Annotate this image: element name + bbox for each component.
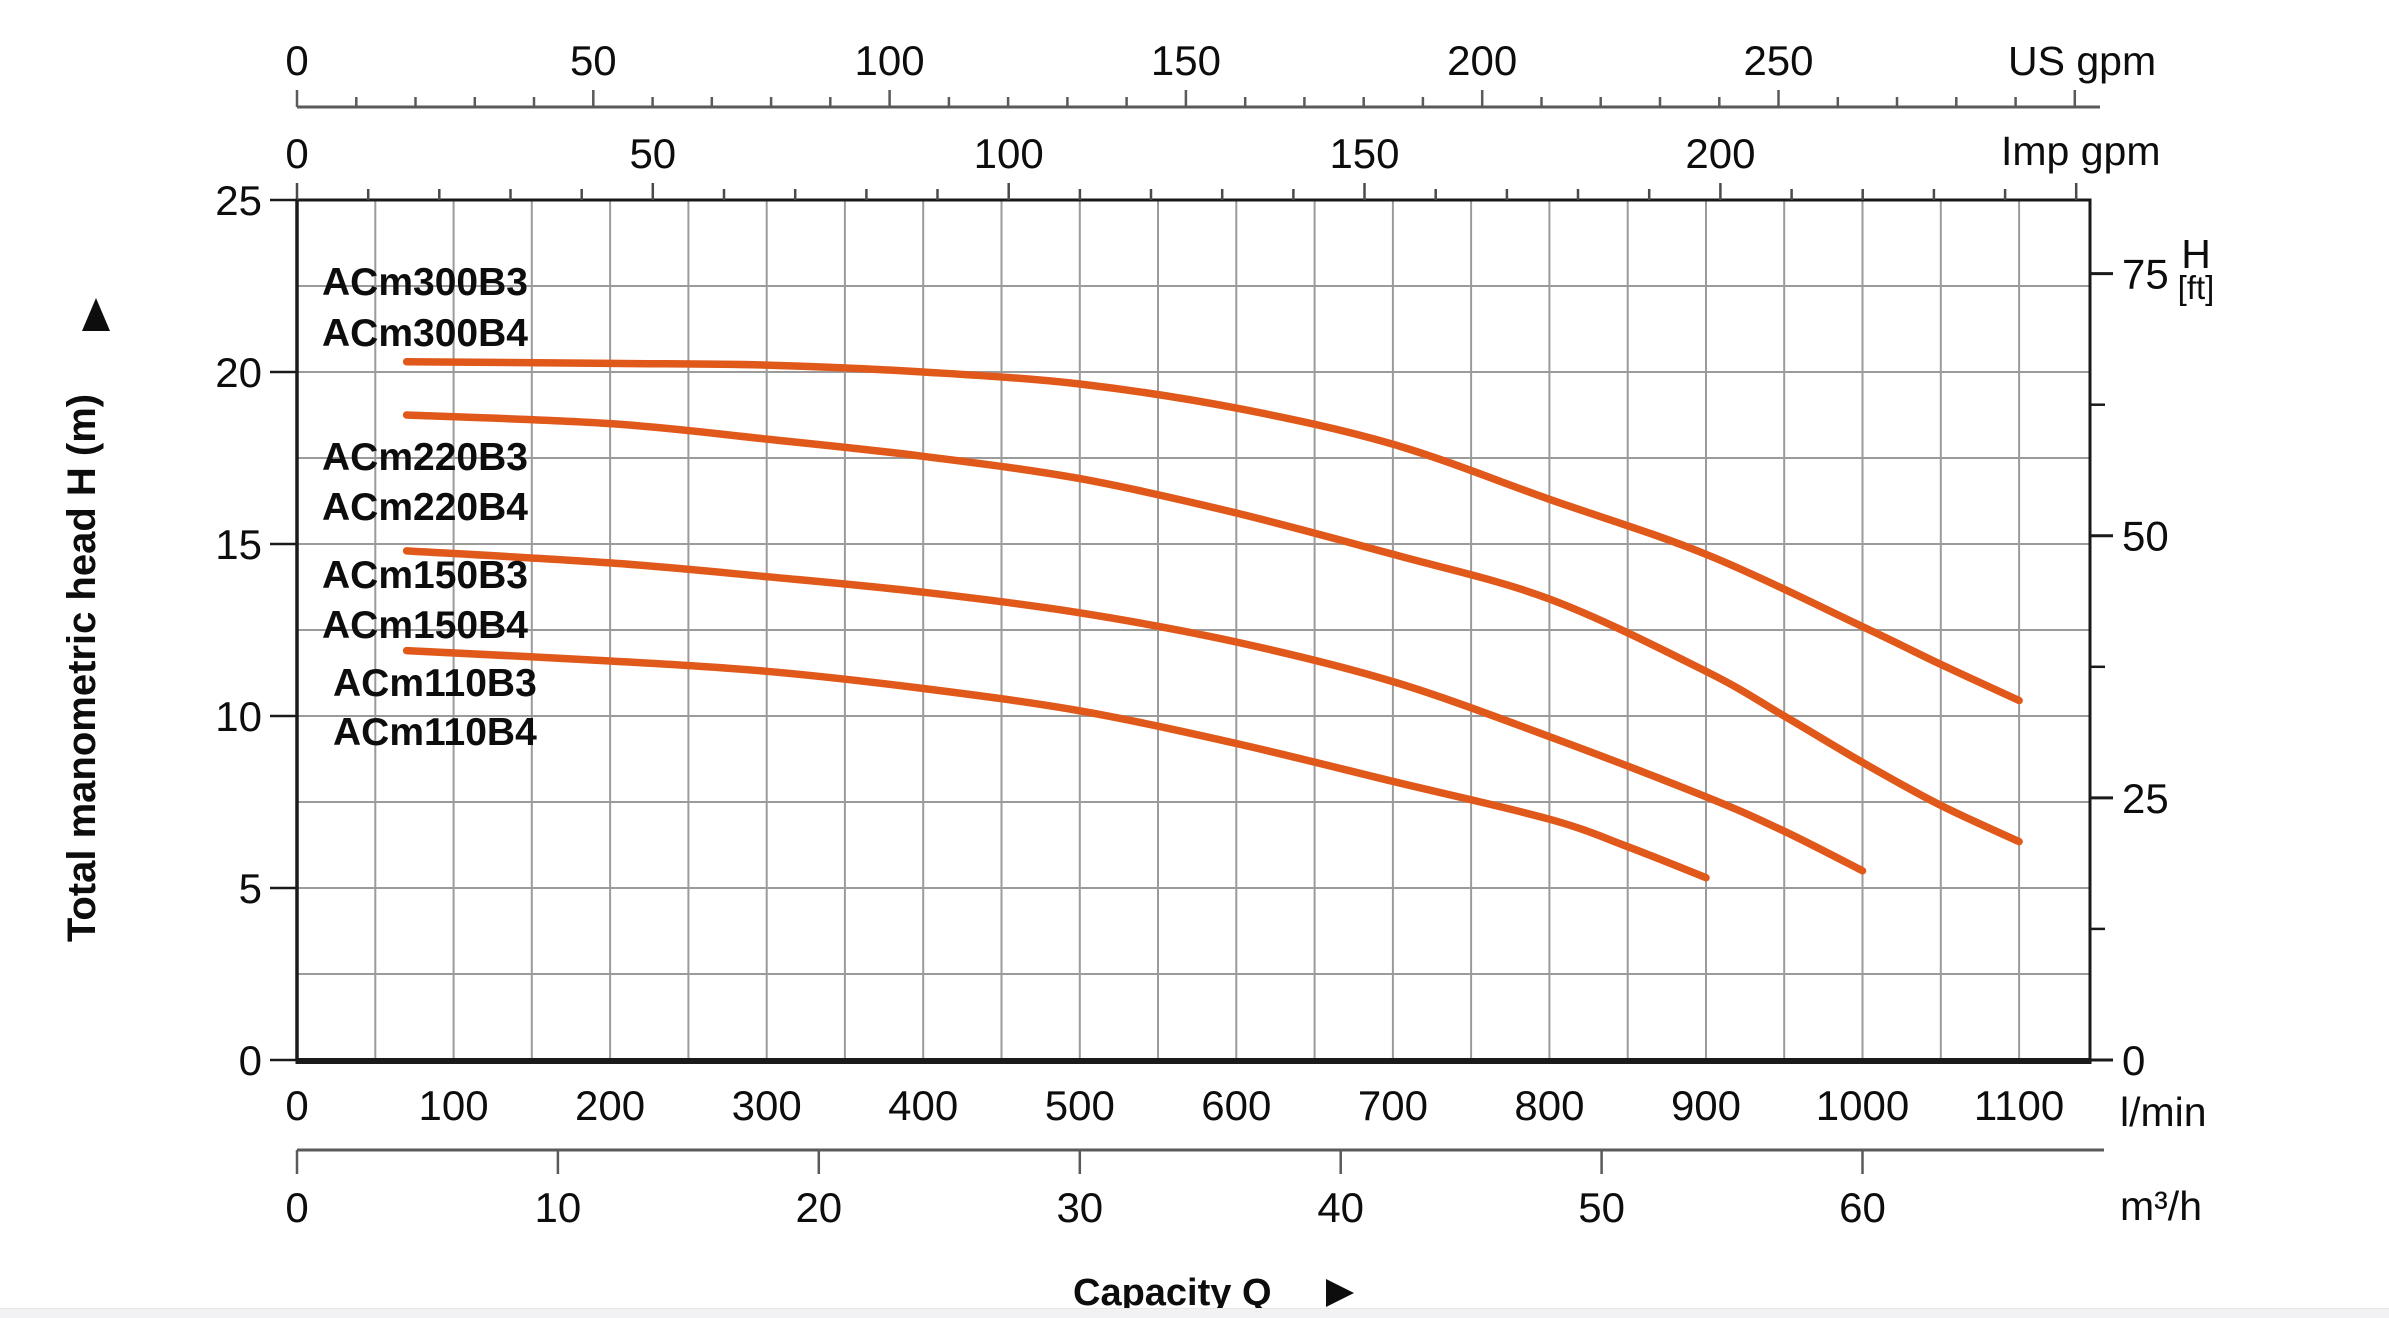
head-m-tick-label: 20 — [215, 349, 262, 396]
head-ft-unit-label: H — [2181, 231, 2211, 277]
series-label-acm300b3: ACm300B3 — [322, 261, 528, 304]
m3h-tick-label: 60 — [1839, 1184, 1886, 1231]
us-gpm-unit-label: US gpm — [2008, 38, 2156, 84]
head-m-tick-label: 15 — [215, 521, 262, 568]
page-edge-strip — [0, 1308, 2389, 1318]
head-m-tick-label: 0 — [239, 1037, 262, 1084]
us-gpm-tick-label: 50 — [570, 37, 617, 84]
head-ft-axis: 0 25 50 75 H[ft] — [2090, 231, 2214, 1084]
us-gpm-tick-label: 200 — [1447, 37, 1517, 84]
lmin-tick-label: 600 — [1201, 1082, 1271, 1129]
pump-curves — [402, 357, 2023, 882]
head-m-tick-label: 5 — [239, 865, 262, 912]
head-ft-tick-label: 75 — [2122, 251, 2169, 298]
us-gpm-tick-label: 100 — [855, 37, 925, 84]
imp-gpm-tick-label: 0 — [285, 130, 308, 177]
x-axis-title: Capacity Q — [1073, 1272, 1354, 1314]
lmin-tick-label: 200 — [575, 1082, 645, 1129]
series-label-acm220b3: ACm220B3 — [322, 436, 528, 479]
head-ft-tick-label: 0 — [2122, 1037, 2145, 1084]
head-m-axis: 0 5 10 15 20 25 — [215, 177, 297, 1084]
imp-gpm-tick-label: 150 — [1329, 130, 1399, 177]
m3h-tick-label: 40 — [1317, 1184, 1364, 1231]
lmin-unit-label: l/min — [2120, 1089, 2207, 1135]
head-m-tick-label: 25 — [215, 177, 262, 224]
imp-gpm-tick-label: 200 — [1685, 130, 1755, 177]
imp-gpm-axis: 0 50 100 150 200 Imp gpm — [285, 128, 2161, 200]
lmin-tick-label: 800 — [1514, 1082, 1584, 1129]
series-label-acm300b4: ACm300B4 — [322, 312, 528, 355]
us-gpm-tick-label: 150 — [1151, 37, 1221, 84]
us-gpm-tick-label: 0 — [285, 37, 308, 84]
m3h-tick-label: 10 — [535, 1184, 582, 1231]
head-ft-tick-label: 25 — [2122, 775, 2169, 822]
x-axis-title-text: Capacity Q — [1073, 1272, 1272, 1314]
head-ft-tick-label: 50 — [2122, 513, 2169, 560]
lmin-tick-label: 1000 — [1816, 1082, 1909, 1129]
lmin-tick-label: 100 — [419, 1082, 489, 1129]
lmin-tick-label: 0 — [285, 1082, 308, 1129]
lmin-tick-label: 1100 — [1974, 1082, 2064, 1129]
grid — [297, 200, 2090, 1060]
imp-gpm-tick-label: 100 — [974, 130, 1044, 177]
series-label-acm220b4: ACm220B4 — [322, 486, 528, 529]
us-gpm-axis: 0 50 100 150 200 250 US gpm — [285, 37, 2156, 109]
m3h-unit-label: m³/h — [2120, 1183, 2202, 1229]
lmin-tick-label: 500 — [1045, 1082, 1115, 1129]
head-ft-unit-label: [ft] — [2178, 269, 2215, 306]
m3h-tick-label: 50 — [1578, 1184, 1625, 1231]
lmin-tick-label: 400 — [888, 1082, 958, 1129]
lmin-tick-label: 300 — [732, 1082, 802, 1129]
series-label-acm110b4: ACm110B4 — [333, 711, 537, 754]
us-gpm-tick-label: 250 — [1743, 37, 1813, 84]
lmin-tick-label: 900 — [1671, 1082, 1741, 1129]
lmin-axis: 0 100 200 300 400 500 600 700 800 900 1000 1100 l/mi… — [285, 1082, 2206, 1135]
y-axis-title: Total manometric head H (m) — [60, 298, 110, 942]
m3h-axis: 0 10 20 30 40 50 60 m³/h — [285, 1148, 2202, 1231]
imp-gpm-tick-label: 50 — [629, 130, 676, 177]
curve-acm300 — [402, 357, 2023, 705]
curve-acm220 — [402, 411, 2023, 846]
head-m-tick-label: 10 — [215, 693, 262, 740]
y-axis-title-text: Total manometric head H (m) — [60, 394, 104, 942]
m3h-tick-label: 20 — [795, 1184, 842, 1231]
series-label-acm150b4: ACm150B4 — [322, 604, 528, 647]
curve-acm150 — [402, 547, 1867, 875]
series-label-acm150b3: ACm150B3 — [322, 554, 528, 597]
lmin-tick-label: 700 — [1358, 1082, 1428, 1129]
imp-gpm-unit-label: Imp gpm — [2001, 128, 2161, 174]
series-label-acm110b3: ACm110B3 — [333, 662, 537, 705]
capacity-right-arrow-icon — [1326, 1279, 1354, 1307]
series-labels: ACm300B3 ACm300B4 ACm220B3 ACm220B4 ACm150B3… — [322, 261, 537, 754]
head-axis-up-arrow-icon — [82, 298, 110, 331]
m3h-tick-label: 30 — [1056, 1184, 1103, 1231]
curve-acm110 — [402, 646, 1710, 882]
m3h-tick-label: 0 — [285, 1184, 308, 1231]
